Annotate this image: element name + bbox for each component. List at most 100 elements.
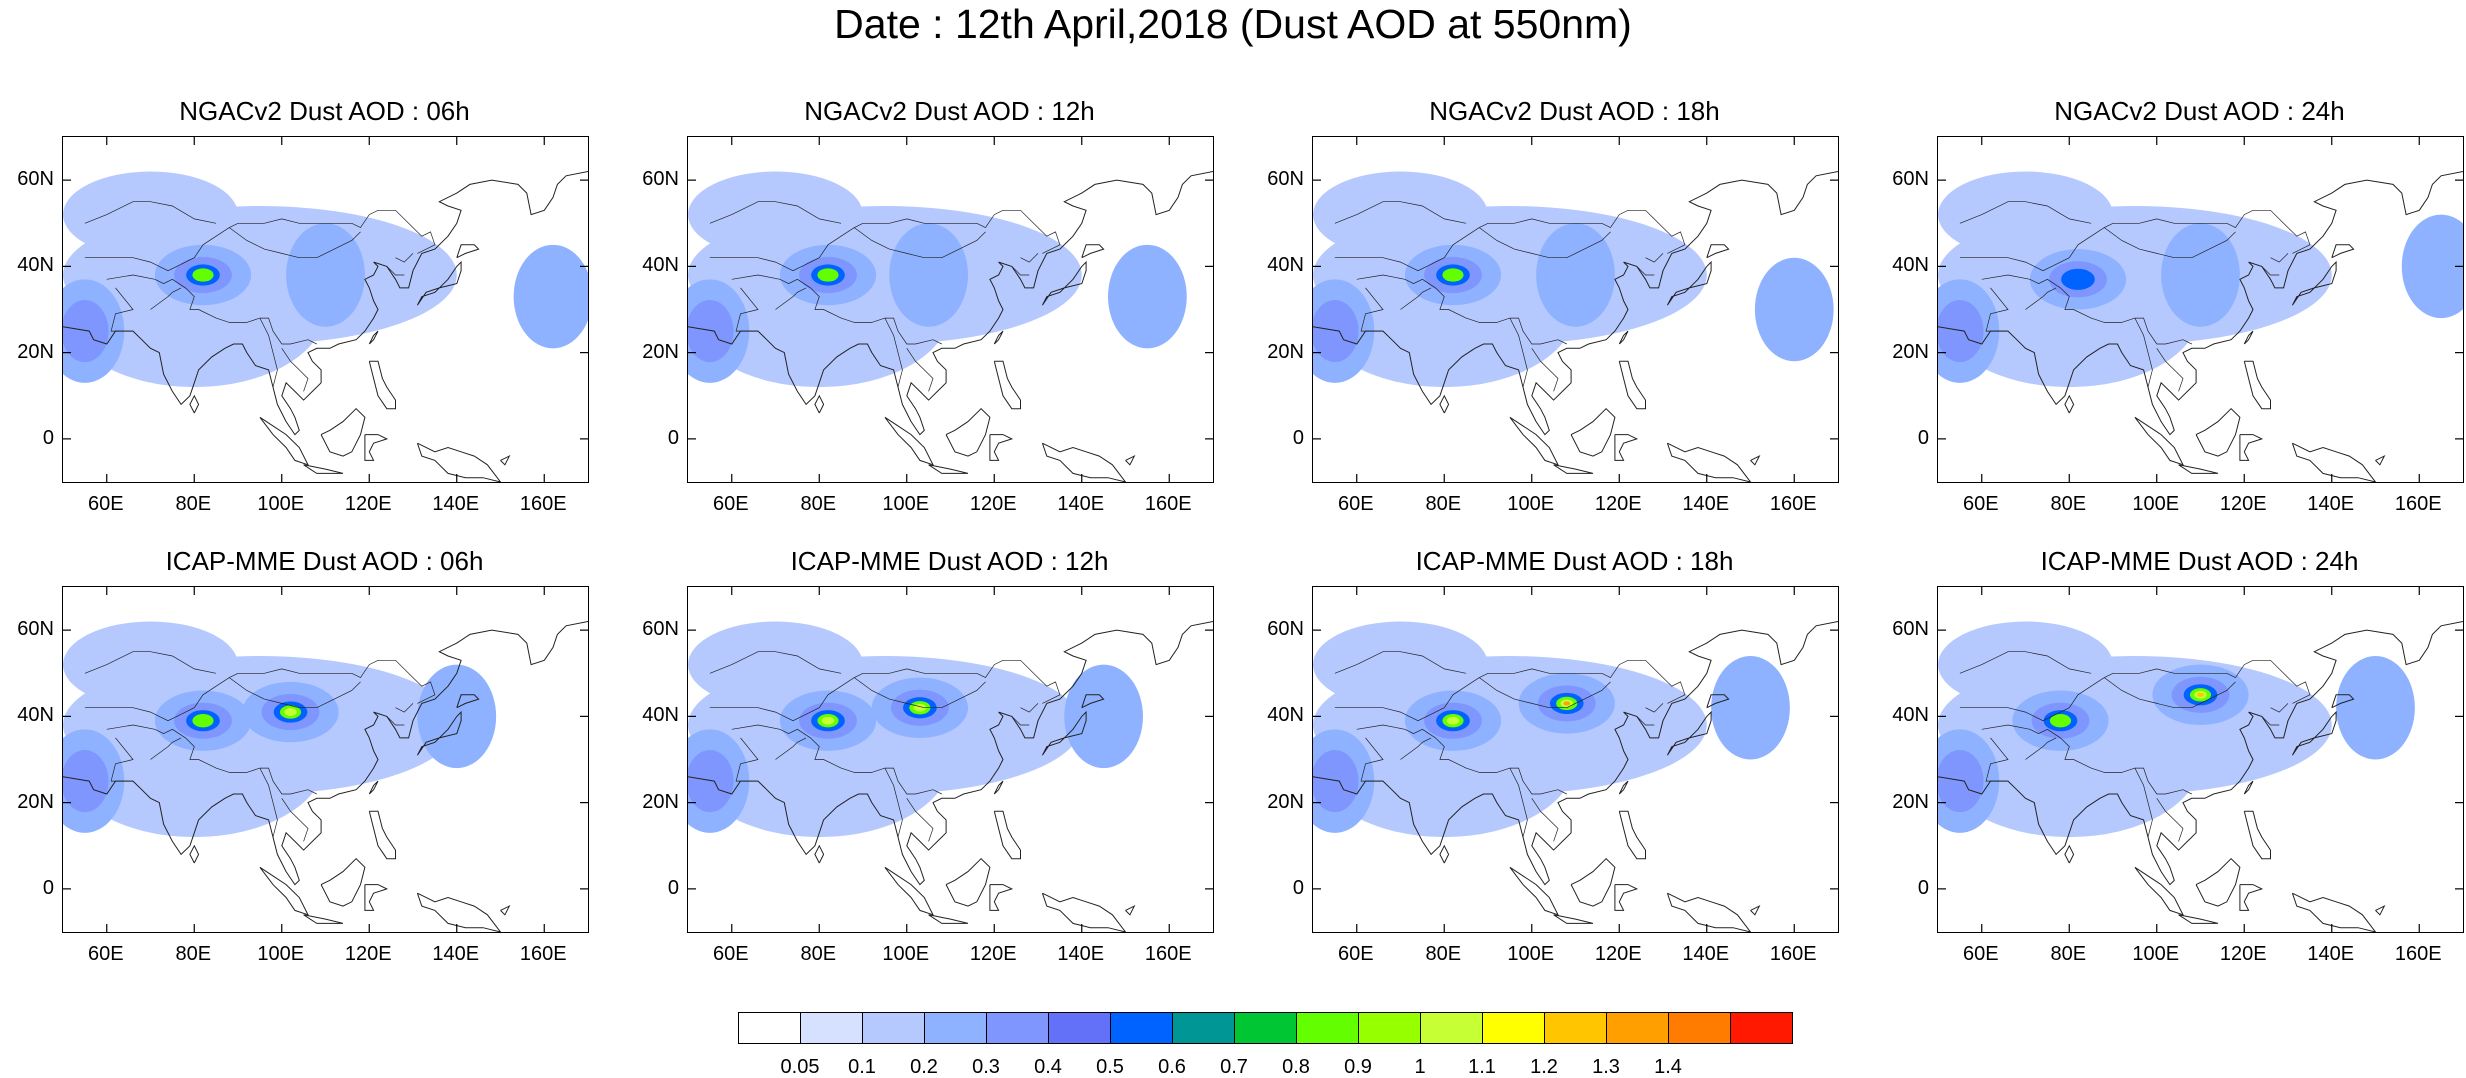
aod-hotspot: [1313, 750, 1359, 813]
map-frame: [1937, 136, 2464, 483]
aod-region: [63, 171, 238, 258]
aod-hotspot: [513, 244, 588, 349]
lon-tick-label: 120E: [1594, 493, 1642, 515]
aod-region: [688, 171, 863, 258]
coastline: [1439, 844, 1450, 864]
lon-tick-label: 80E: [2050, 943, 2087, 965]
lon-tick-label: 160E: [1144, 943, 1192, 965]
aod-hotspot: [1108, 244, 1187, 349]
lon-tick-label: 60E: [712, 493, 749, 515]
coastline: [1666, 260, 1712, 306]
lat-tick-label: 40N: [1267, 254, 1304, 277]
colorbar-label: 0.5: [1096, 1056, 1124, 1078]
country-border: [1011, 716, 1030, 726]
coastline: [928, 914, 969, 924]
aod-hotspot: [1754, 257, 1834, 362]
coastline: [1041, 442, 1127, 482]
coastline: [884, 416, 934, 466]
lon-tick-label: 80E: [800, 943, 837, 965]
lat-tick-label: 0: [1292, 426, 1304, 449]
colorbar-label: 0.9: [1344, 1056, 1372, 1078]
lat-tick-label: 60N: [642, 618, 679, 641]
colorbar-label: 1: [1414, 1056, 1426, 1078]
coastline: [993, 780, 1004, 795]
country-border: [1959, 209, 2311, 272]
country-border: [1400, 287, 1432, 310]
panel-title: ICAP-MME Dust AOD : 06h: [165, 546, 484, 576]
aod-hotspot: [284, 708, 297, 716]
coastline: [2243, 810, 2271, 860]
coastline: [989, 434, 1014, 461]
panel-title: NGACv2 Dust AOD : 24h: [2054, 96, 2345, 126]
country-border: [1981, 274, 2192, 345]
coastline: [500, 904, 511, 916]
lat-tick-label: 20N: [642, 790, 679, 813]
lon-tick-label: 160E: [2394, 493, 2442, 515]
coastline: [1313, 621, 1838, 886]
country-border: [884, 317, 903, 388]
coastline: [2375, 904, 2386, 916]
lon-tick-label: 60E: [87, 493, 124, 515]
lon-tick-label: 80E: [1425, 493, 1462, 515]
colorbar-swatch: [1420, 1012, 1483, 1044]
coastline: [928, 464, 969, 474]
coastline: [320, 857, 366, 907]
country-border: [2270, 703, 2289, 713]
colorbar-swatch: [986, 1012, 1049, 1044]
country-border: [1356, 724, 1567, 795]
aod-region: [63, 621, 238, 708]
coastline: [2195, 857, 2241, 907]
colorbar-label: 1.1: [1468, 1056, 1496, 1078]
coastline: [1125, 904, 1136, 916]
lat-tick-label: 20N: [17, 340, 54, 363]
coastline: [259, 416, 309, 466]
aod-hotspot: [192, 268, 214, 282]
country-border: [906, 348, 934, 392]
colorbar-swatch: [1730, 1012, 1793, 1044]
panel-title: NGACv2 Dust AOD : 12h: [804, 96, 1095, 126]
colorbar-swatch: [1110, 1012, 1173, 1044]
lon-tick-label: 100E: [882, 493, 930, 515]
lon-tick-label: 120E: [2219, 493, 2267, 515]
map-frame: [1937, 586, 2464, 933]
lon-tick-label: 140E: [1682, 493, 1730, 515]
coastline: [2331, 694, 2355, 709]
lon-tick-label: 100E: [257, 493, 305, 515]
lon-tick-label: 120E: [969, 943, 1017, 965]
dust-aod-map: [1938, 587, 2463, 932]
country-border: [2156, 798, 2184, 842]
country-border: [281, 798, 309, 842]
lat-tick-label: 20N: [17, 790, 54, 813]
coastline: [63, 621, 588, 886]
lat-tick-label: 60N: [1892, 618, 1929, 641]
figure-title: Date : 12th April,2018 (Dust AOD at 550n…: [834, 1, 1632, 47]
coastline: [2064, 844, 2075, 864]
coastline: [688, 171, 1213, 436]
colorbar-label: 0.05: [780, 1056, 820, 1078]
aod-hotspot: [2197, 692, 2204, 697]
coastline: [416, 892, 502, 932]
country-border: [1959, 651, 2092, 674]
country-border: [1020, 253, 1039, 263]
coastline: [2239, 884, 2264, 911]
aod-region: [688, 621, 863, 708]
colorbar-label: 0.2: [910, 1056, 938, 1078]
lat-tick-label: 20N: [1267, 790, 1304, 813]
aod-hotspot: [1313, 300, 1359, 363]
country-border: [709, 659, 1061, 722]
coastline: [1081, 694, 1105, 709]
lat-tick-label: 40N: [17, 254, 54, 277]
lon-tick-label: 80E: [175, 943, 212, 965]
country-border: [106, 724, 317, 795]
country-border: [259, 767, 278, 838]
dust-aod-map: [688, 137, 1213, 482]
lon-tick-label: 60E: [1962, 943, 1999, 965]
coastline: [368, 780, 379, 795]
coastline: [1570, 407, 1616, 457]
lon-tick-label: 160E: [1769, 493, 1817, 515]
dust-aod-map: [63, 137, 588, 482]
lon-tick-label: 60E: [712, 943, 749, 965]
panel-title: ICAP-MME Dust AOD : 12h: [790, 546, 1109, 576]
aod-hotspot: [2161, 223, 2240, 327]
panel-title: ICAP-MME Dust AOD : 18h: [1415, 546, 1734, 576]
